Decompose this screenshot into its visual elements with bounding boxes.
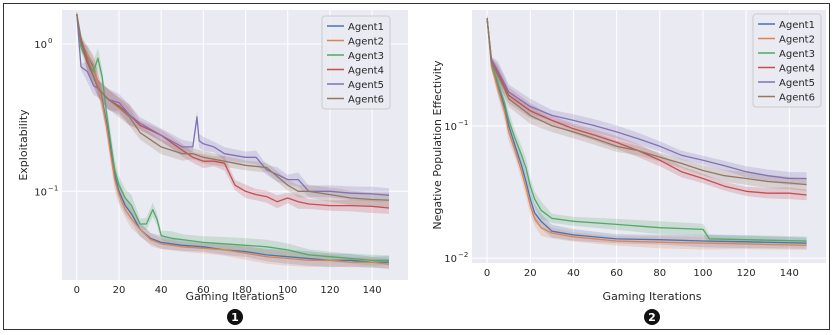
legend-label-agent5: Agent5 — [779, 78, 815, 89]
legend-box — [321, 15, 391, 110]
panel-marker-circle — [644, 309, 660, 325]
x-tick-label: 20 — [113, 285, 126, 296]
confidence-bands — [487, 13, 807, 250]
series-line-agent1 — [486, 18, 807, 244]
series-lines — [76, 13, 390, 265]
series-line-agent2 — [76, 13, 390, 265]
series-line-agent5 — [486, 18, 807, 180]
series-line-agent2 — [486, 18, 807, 247]
x-tick-label: 0 — [484, 268, 490, 279]
series-line-agent3 — [76, 13, 389, 261]
legend-label-agent3: Agent3 — [348, 51, 384, 62]
legend: Agent1 Agent2 Agent3 Agent4 Agent5 Agent6 — [752, 13, 822, 108]
x-tick-label: 40 — [567, 268, 580, 279]
y-tick-label: 10 — [34, 187, 47, 198]
legend-label-agent6: Agent6 — [348, 95, 384, 106]
x-tick-labels: 0 20 40 60 80 100 120 140 — [74, 285, 382, 296]
y-tick-exponent: −2 — [458, 251, 468, 259]
x-tick-label: 80 — [653, 268, 666, 279]
x-tick-label: 140 — [363, 285, 382, 296]
x-tick-label: 100 — [278, 285, 297, 296]
x-tick-label: 80 — [239, 285, 252, 296]
series-line-agent4 — [486, 18, 807, 196]
y-tick-exponent: −1 — [48, 184, 58, 192]
y-tick-label: 10 — [444, 254, 457, 265]
legend-label-agent4: Agent4 — [348, 66, 384, 77]
x-tick-label: 100 — [693, 268, 712, 279]
panel-marker: 1 — [227, 309, 243, 325]
y-tick-labels: 10−110−2 — [444, 119, 468, 265]
y-tick-label: 10 — [34, 40, 47, 51]
x-tick-label: 40 — [155, 285, 168, 296]
panel-marker-label: 2 — [648, 311, 656, 324]
series-band-agent6 — [487, 15, 807, 192]
legend: Agent1 Agent2 Agent3 Agent4 Agent5 Agent6 — [321, 15, 391, 110]
y-tick-exponent: 0 — [48, 37, 52, 45]
legend-label-agent5: Agent5 — [348, 80, 384, 91]
series-line-agent6 — [76, 13, 390, 201]
population-effectivity-chart: 0 20 40 60 80 100 120 140 10−110−2 Gaming Itera… — [431, 10, 826, 325]
x-tick-label: 0 — [74, 285, 80, 296]
legend-label-agent6: Agent6 — [779, 93, 815, 104]
x-tick-label: 60 — [610, 268, 623, 279]
x-axis-label: Gaming Iterations — [186, 290, 285, 303]
x-tick-label: 60 — [197, 285, 210, 296]
legend-label-agent2: Agent2 — [779, 35, 815, 46]
y-tick-label: 10 — [444, 122, 457, 133]
panel-marker-circle — [227, 309, 243, 325]
figure-border — [3, 3, 830, 330]
x-axis-label: Gaming Iterations — [603, 290, 702, 303]
legend-label-agent1: Agent1 — [348, 22, 384, 33]
panel-marker: 2 — [644, 309, 660, 325]
x-tick-labels: 0 20 40 60 80 100 120 140 — [484, 268, 799, 279]
x-tick-label: 140 — [780, 268, 799, 279]
series-line-agent6 — [486, 18, 807, 186]
gridlines — [472, 10, 826, 263]
x-tick-label: 120 — [737, 268, 756, 279]
legend-label-agent1: Agent1 — [779, 20, 815, 31]
series-lines — [486, 18, 807, 247]
legend-label-agent2: Agent2 — [348, 37, 384, 48]
legend-label-agent4: Agent4 — [779, 64, 815, 75]
panel-marker-label: 1 — [231, 311, 239, 324]
y-axis-label: Negative Population Effectivity — [431, 60, 444, 230]
legend-box — [752, 13, 822, 108]
x-tick-label: 20 — [524, 268, 537, 279]
y-tick-exponent: −1 — [458, 119, 468, 127]
legend-label-agent3: Agent3 — [779, 49, 815, 60]
y-axis-label: Exploitability — [17, 109, 30, 181]
x-tick-label: 120 — [320, 285, 339, 296]
series-line-agent3 — [486, 18, 807, 242]
